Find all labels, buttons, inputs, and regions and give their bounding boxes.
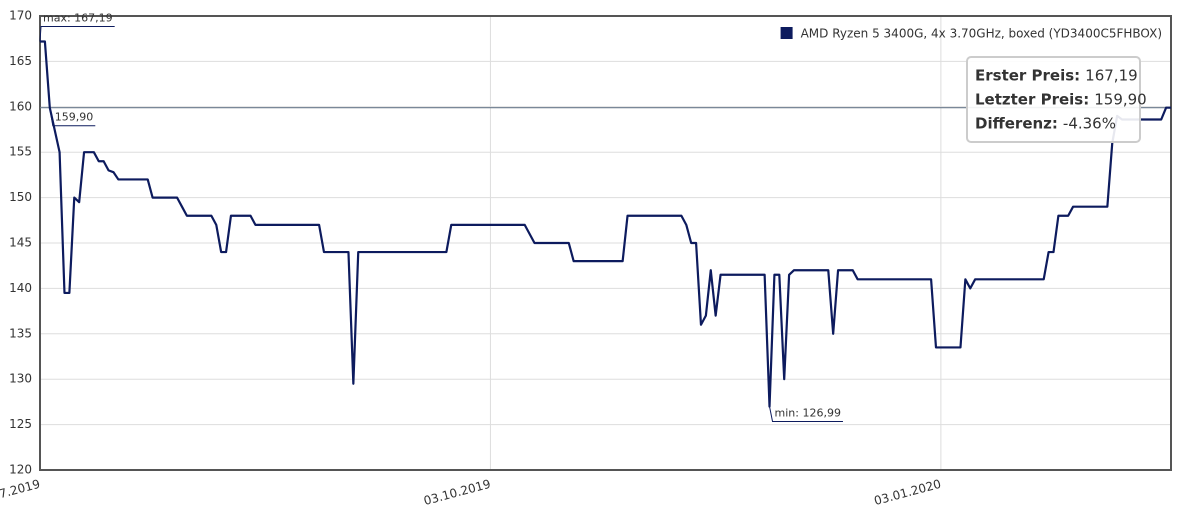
annotation-label: min: 126,99 <box>775 407 841 420</box>
x-tick-label: 03.01.2020 <box>873 477 943 508</box>
y-tick-label: 155 <box>9 145 32 159</box>
y-tick-label: 150 <box>9 190 32 204</box>
annotation-leader <box>769 406 843 423</box>
legend-swatch <box>780 27 793 39</box>
y-tick-label: 145 <box>9 236 32 250</box>
plot-border <box>39 15 1172 471</box>
y-tick-label: 140 <box>9 281 32 295</box>
summary-value: 167,19 <box>1085 67 1138 85</box>
y-tick-label: 120 <box>9 463 32 477</box>
summary-key: Erster Preis: <box>975 67 1080 85</box>
y-tick-label: 170 <box>9 9 32 23</box>
legend-label: AMD Ryzen 5 3400G, 4x 3.70GHz, boxed (YD… <box>801 27 1162 41</box>
summary-key: Differenz: <box>975 115 1058 133</box>
y-tick-label: 130 <box>9 372 32 386</box>
x-tick-label: 03.07.2019 <box>0 477 42 508</box>
annotation-label: 159,90 <box>55 111 94 124</box>
price-line <box>40 40 1171 408</box>
summary-box <box>966 56 1141 143</box>
y-tick-label: 165 <box>9 54 32 68</box>
annotation-leader <box>39 26 115 42</box>
y-tick-label: 125 <box>9 417 32 431</box>
summary-value: 159,90 <box>1094 91 1147 109</box>
annotation-leader <box>49 107 96 127</box>
annotation-label: max: 167,19 <box>43 12 113 25</box>
summary-key: Letzter Preis: <box>975 91 1089 109</box>
y-tick-label: 160 <box>9 99 32 113</box>
x-tick-label: 03.10.2019 <box>422 477 492 508</box>
y-tick-label: 135 <box>9 326 32 340</box>
summary-value: -4.36% <box>1063 115 1116 133</box>
